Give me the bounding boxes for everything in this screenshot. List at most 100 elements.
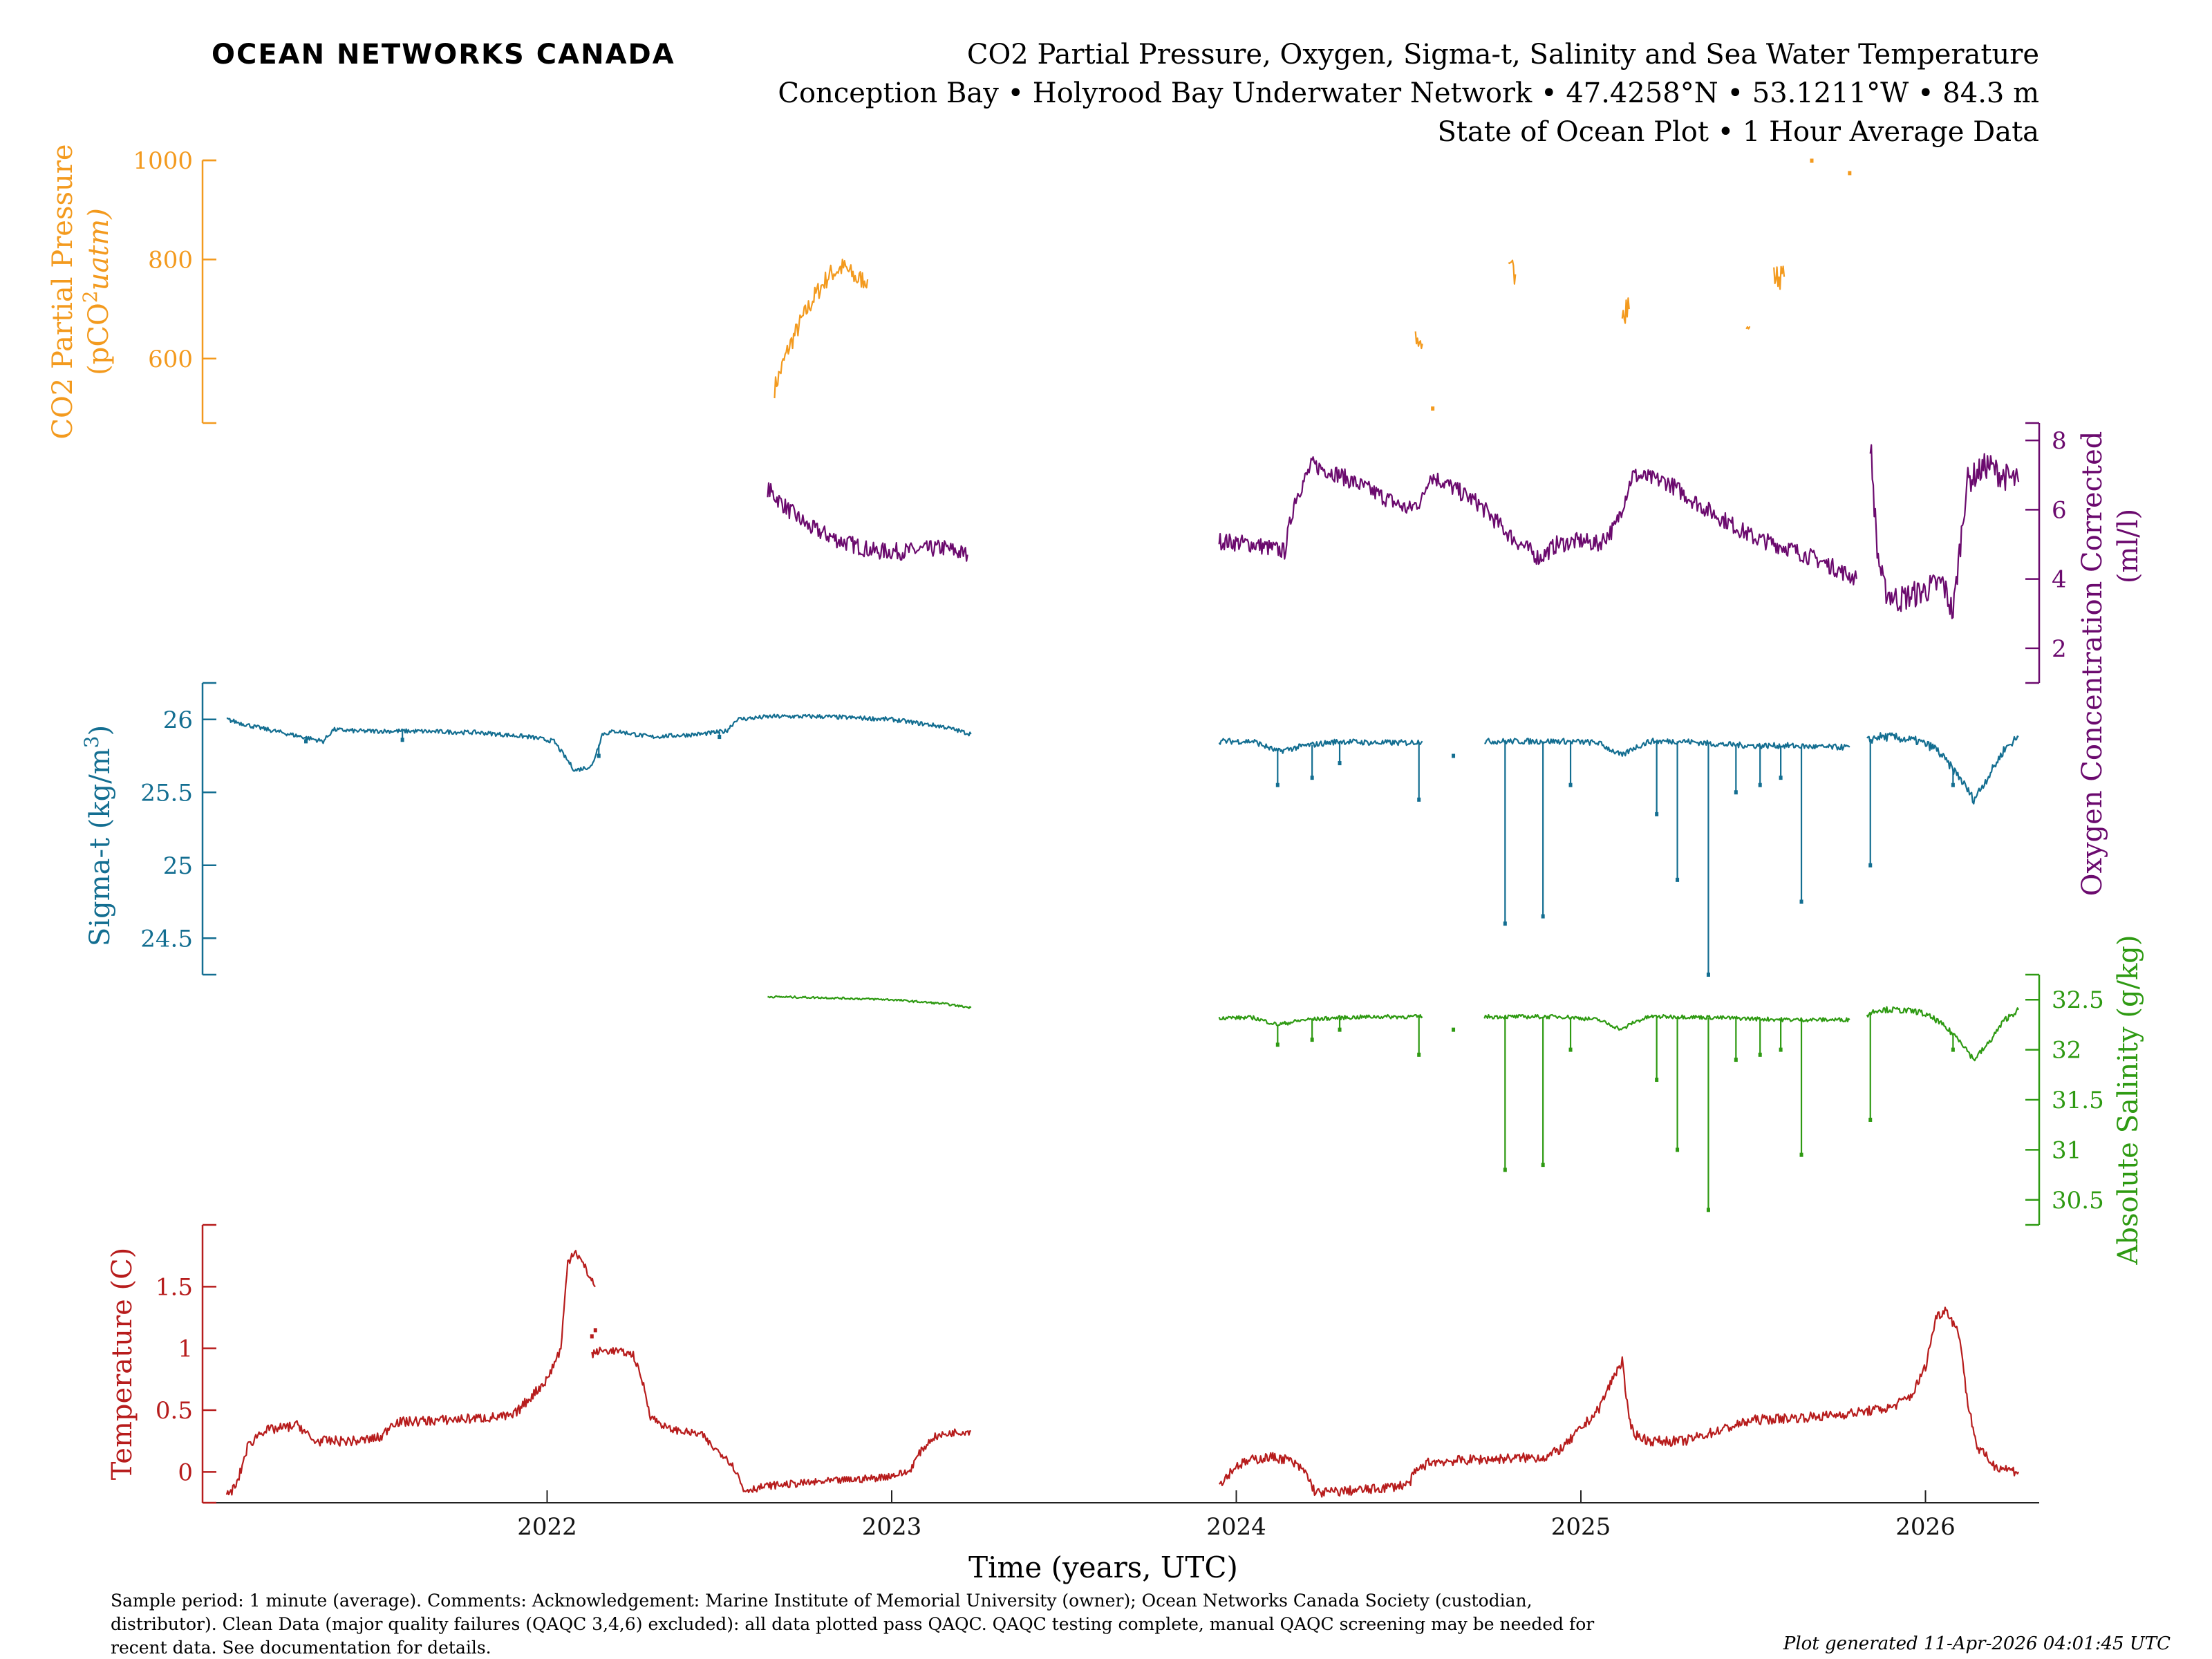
oxygen-series-segment-2	[1869, 444, 2020, 619]
co2-series-segment-1	[1414, 331, 1423, 350]
sigma-tick-label-24.5: 24.5	[140, 925, 193, 953]
salinity-series-segment-3	[1866, 1006, 2020, 1062]
sigma-spike-end-9	[1503, 921, 1507, 926]
salinity-tick-label-30.5: 30.5	[2052, 1187, 2104, 1215]
sigma-spike-end-19	[1868, 863, 1873, 868]
footer-line-2: distributor). Clean Data (major quality …	[111, 1614, 1594, 1634]
salinity-spike-end-6	[1541, 1163, 1545, 1168]
salinity-spike-end-12	[1758, 1052, 1762, 1057]
onc-logo-text: OCEAN NETWORKS CANADA	[212, 39, 675, 71]
salinity-spike-end-1	[1310, 1038, 1314, 1042]
salinity-spike-end-14	[1799, 1152, 1803, 1157]
temperature-tick-label-0: 0	[178, 1459, 193, 1486]
salinity-spike-end-16	[1951, 1047, 1955, 1052]
oxygen-tick-label-6: 6	[2052, 496, 2067, 524]
salinity-axis-title: Absolute Salinity (g/kg)	[2112, 935, 2144, 1265]
sigma-series-segment-1	[1218, 738, 1423, 754]
temperature-series-segment-0	[225, 1250, 596, 1496]
co2-tick-label-1000: 1000	[133, 147, 193, 175]
salinity-series-segment-1	[1218, 1013, 1423, 1027]
x-axis-label: Time (years, UTC)	[968, 1550, 1238, 1584]
temperature-tick-label-1: 1	[178, 1335, 193, 1363]
footer-line-1: Sample period: 1 minute (average). Comme…	[111, 1591, 1533, 1611]
oxygen-tick-label-2: 2	[2052, 635, 2067, 663]
salinity-spike-end-4	[1452, 1027, 1456, 1032]
x-tick-label-2024: 2024	[1206, 1513, 1266, 1541]
temperature-series-segment-2	[1218, 1306, 2020, 1498]
sigma-spike-end-13	[1676, 877, 1680, 882]
co2-tick-label-600: 600	[148, 346, 193, 373]
sigma-spike-end-8	[1452, 753, 1456, 758]
sigma-spike-end-11	[1568, 782, 1573, 787]
x-tick-label-2022: 2022	[517, 1513, 577, 1541]
sigma-spike-end-0	[304, 739, 308, 744]
temperature-point-1	[593, 1328, 597, 1333]
x-tick-label-2026: 2026	[1895, 1513, 1956, 1541]
salinity-tick-label-31: 31	[2052, 1136, 2081, 1164]
salinity-spike-end-2	[1338, 1027, 1342, 1032]
sigma-spike-end-15	[1734, 790, 1738, 795]
salinity-tick-label-32.5: 32.5	[2052, 986, 2104, 1014]
salinity-spike-end-10	[1706, 1208, 1710, 1212]
sigma-series-segment-3	[1866, 732, 2019, 805]
salinity-spike-end-13	[1779, 1047, 1783, 1052]
co2-point-1	[1810, 158, 1814, 163]
co2-point-0	[1431, 406, 1435, 411]
salinity-spike-end-15	[1868, 1117, 1873, 1122]
x-tick-label-2025: 2025	[1551, 1513, 1611, 1541]
sigma-spike-end-6	[1338, 761, 1342, 766]
salinity-spike-end-5	[1503, 1168, 1507, 1172]
co2-series-segment-3	[1621, 297, 1630, 324]
oxygen-series-segment-0	[767, 482, 968, 562]
salinity-tick-label-31.5: 31.5	[2052, 1087, 2104, 1114]
title-line-2: Conception Bay • Holyrood Bay Underwater…	[778, 77, 2039, 109]
sigma-spike-end-2	[597, 753, 601, 758]
oxygen-tick-label-4: 4	[2052, 566, 2067, 594]
x-tick-label-2023: 2023	[862, 1513, 922, 1541]
oxygen-tick-label-8: 8	[2052, 427, 2067, 455]
temperature-series-segment-1	[591, 1347, 971, 1494]
temperature-tick-label-0.5: 0.5	[156, 1397, 193, 1425]
sigma-spike-end-10	[1541, 914, 1545, 919]
sigma-tick-label-25: 25	[163, 852, 193, 880]
title-line-3: State of Ocean Plot • 1 Hour Average Dat…	[1437, 116, 2039, 148]
sigma-spike-end-4	[1275, 782, 1280, 787]
footer-line-3: recent data. See documentation for detai…	[111, 1638, 491, 1658]
temperature-point-0	[590, 1334, 594, 1339]
sigma-spike-end-16	[1758, 782, 1762, 787]
sigma-spike-end-20	[1951, 782, 1955, 787]
oxygen-axis-title: Oxygen Concentration Corrected	[2077, 431, 2108, 897]
salinity-series-segment-2	[1483, 1013, 1850, 1031]
oxygen-axis-units: (ml/l)	[2112, 509, 2144, 583]
salinity-spike-end-0	[1275, 1042, 1280, 1047]
co2-axis-title: CO2 Partial Pressure	[47, 144, 79, 439]
sigma-spike-end-18	[1799, 899, 1803, 904]
salinity-spike-end-3	[1417, 1052, 1421, 1057]
co2-tick-label-800: 800	[148, 246, 193, 274]
sigma-spike-end-3	[718, 735, 722, 740]
sigma-tick-label-26: 26	[163, 706, 193, 734]
plot-generated-stamp: Plot generated 11-Apr-2026 04:01:45 UTC	[1783, 1633, 2171, 1654]
sigma-spike-end-7	[1417, 797, 1421, 802]
sigma-series-segment-0	[226, 713, 972, 772]
salinity-spike-end-11	[1734, 1058, 1738, 1062]
temperature-tick-label-1.5: 1.5	[156, 1273, 193, 1301]
co2-point-2	[1848, 171, 1852, 176]
salinity-tick-label-32: 32	[2052, 1037, 2081, 1065]
sigma-axis-title: Sigma-t (kg/m3)	[80, 725, 117, 946]
sigma-spike-end-17	[1779, 776, 1783, 780]
oxygen-series-segment-1	[1218, 456, 1857, 585]
co2-axis-units: (pCO2uatm)	[79, 208, 115, 375]
co2-series-segment-0	[774, 259, 869, 399]
salinity-spike-end-8	[1655, 1078, 1659, 1082]
temperature-axis-title: Temperature (C)	[106, 1248, 138, 1481]
co2-series-segment-4	[1745, 326, 1751, 330]
salinity-spike-end-7	[1568, 1047, 1573, 1052]
sigma-spike-end-5	[1310, 776, 1314, 780]
co2-series-segment-2	[1508, 259, 1517, 285]
sigma-spike-end-14	[1706, 973, 1710, 977]
sigma-spike-end-12	[1655, 812, 1659, 816]
salinity-series-segment-0	[767, 995, 972, 1009]
